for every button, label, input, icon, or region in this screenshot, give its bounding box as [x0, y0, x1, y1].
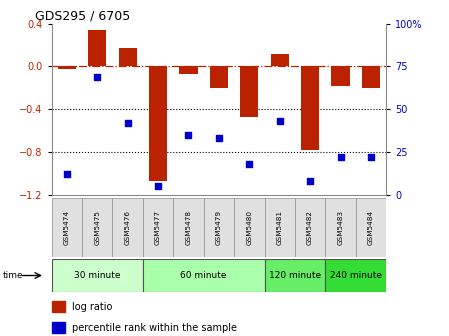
- Bar: [240, 67, 259, 117]
- Point: [63, 172, 70, 177]
- Bar: [301, 67, 319, 150]
- Bar: [326, 198, 356, 257]
- Text: 60 minute: 60 minute: [180, 271, 227, 280]
- Bar: [143, 198, 173, 257]
- Text: GSM5479: GSM5479: [216, 210, 222, 245]
- Bar: [234, 198, 264, 257]
- Bar: [52, 259, 143, 292]
- Bar: [271, 53, 289, 67]
- Bar: [326, 259, 386, 292]
- Bar: [82, 198, 112, 257]
- Bar: [143, 259, 264, 292]
- Text: GDS295 / 6705: GDS295 / 6705: [35, 9, 130, 23]
- Text: GSM5483: GSM5483: [338, 210, 343, 245]
- Bar: [52, 322, 65, 333]
- Bar: [264, 198, 295, 257]
- Bar: [58, 67, 76, 69]
- Bar: [88, 30, 106, 67]
- Text: GSM5477: GSM5477: [155, 210, 161, 245]
- Text: 120 minute: 120 minute: [269, 271, 321, 280]
- Point: [367, 155, 374, 160]
- Text: GSM5480: GSM5480: [247, 210, 252, 245]
- Bar: [52, 301, 65, 312]
- Bar: [204, 198, 234, 257]
- Text: 240 minute: 240 minute: [330, 271, 382, 280]
- Bar: [52, 198, 82, 257]
- Bar: [295, 198, 326, 257]
- Point: [216, 136, 223, 141]
- Text: time: time: [2, 271, 23, 280]
- Bar: [173, 198, 204, 257]
- Bar: [331, 67, 350, 86]
- Point: [307, 178, 314, 184]
- Text: GSM5474: GSM5474: [64, 210, 70, 245]
- Text: GSM5475: GSM5475: [94, 210, 100, 245]
- Point: [94, 74, 101, 79]
- Point: [124, 120, 131, 126]
- Point: [337, 155, 344, 160]
- Bar: [179, 67, 198, 74]
- Text: GSM5484: GSM5484: [368, 210, 374, 245]
- Point: [246, 161, 253, 167]
- Bar: [356, 198, 386, 257]
- Text: log ratio: log ratio: [72, 302, 112, 312]
- Bar: [264, 259, 326, 292]
- Text: 30 minute: 30 minute: [74, 271, 120, 280]
- Bar: [210, 67, 228, 88]
- Point: [185, 132, 192, 138]
- Bar: [362, 67, 380, 88]
- Point: [154, 183, 162, 189]
- Text: GSM5476: GSM5476: [125, 210, 131, 245]
- Point: [276, 119, 283, 124]
- Text: percentile rank within the sample: percentile rank within the sample: [72, 323, 237, 333]
- Bar: [119, 48, 137, 67]
- Text: GSM5482: GSM5482: [307, 210, 313, 245]
- Bar: [112, 198, 143, 257]
- Bar: [149, 67, 167, 181]
- Text: GSM5481: GSM5481: [277, 210, 283, 245]
- Text: GSM5478: GSM5478: [185, 210, 191, 245]
